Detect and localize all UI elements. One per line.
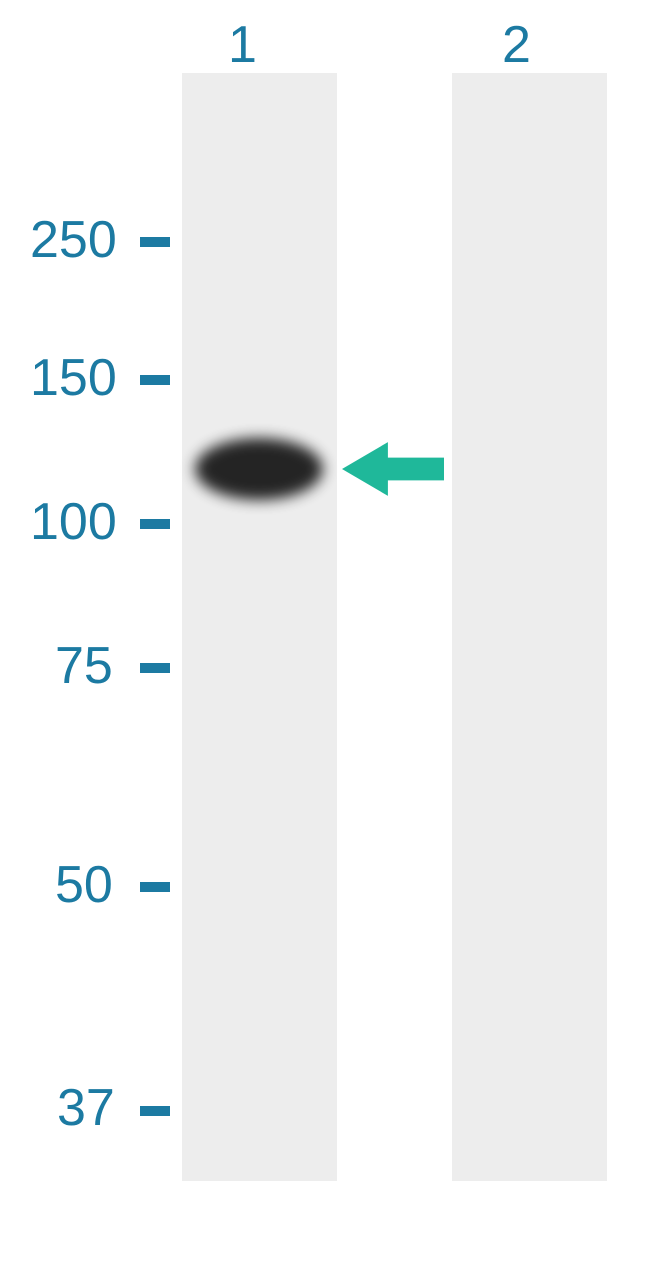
lane-header-1: 1 — [228, 15, 257, 75]
marker-label-37: 37 — [57, 1078, 115, 1138]
marker-label-250: 250 — [30, 210, 117, 270]
marker-tick-150 — [140, 375, 170, 385]
marker-label-75: 75 — [55, 636, 113, 696]
western-blot-figure: 1 2 250 150 100 75 50 37 — [0, 0, 650, 1270]
marker-tick-50 — [140, 882, 170, 892]
marker-tick-250 — [140, 237, 170, 247]
marker-tick-100 — [140, 519, 170, 529]
marker-label-100: 100 — [30, 492, 117, 552]
protein-band-lane-1 — [195, 438, 323, 500]
marker-tick-37 — [140, 1106, 170, 1116]
band-arrow-icon — [342, 438, 444, 500]
marker-label-150: 150 — [30, 348, 117, 408]
lane-1 — [182, 73, 337, 1181]
marker-label-50: 50 — [55, 855, 113, 915]
lane-header-2: 2 — [502, 15, 531, 75]
lane-2 — [452, 73, 607, 1181]
marker-tick-75 — [140, 663, 170, 673]
